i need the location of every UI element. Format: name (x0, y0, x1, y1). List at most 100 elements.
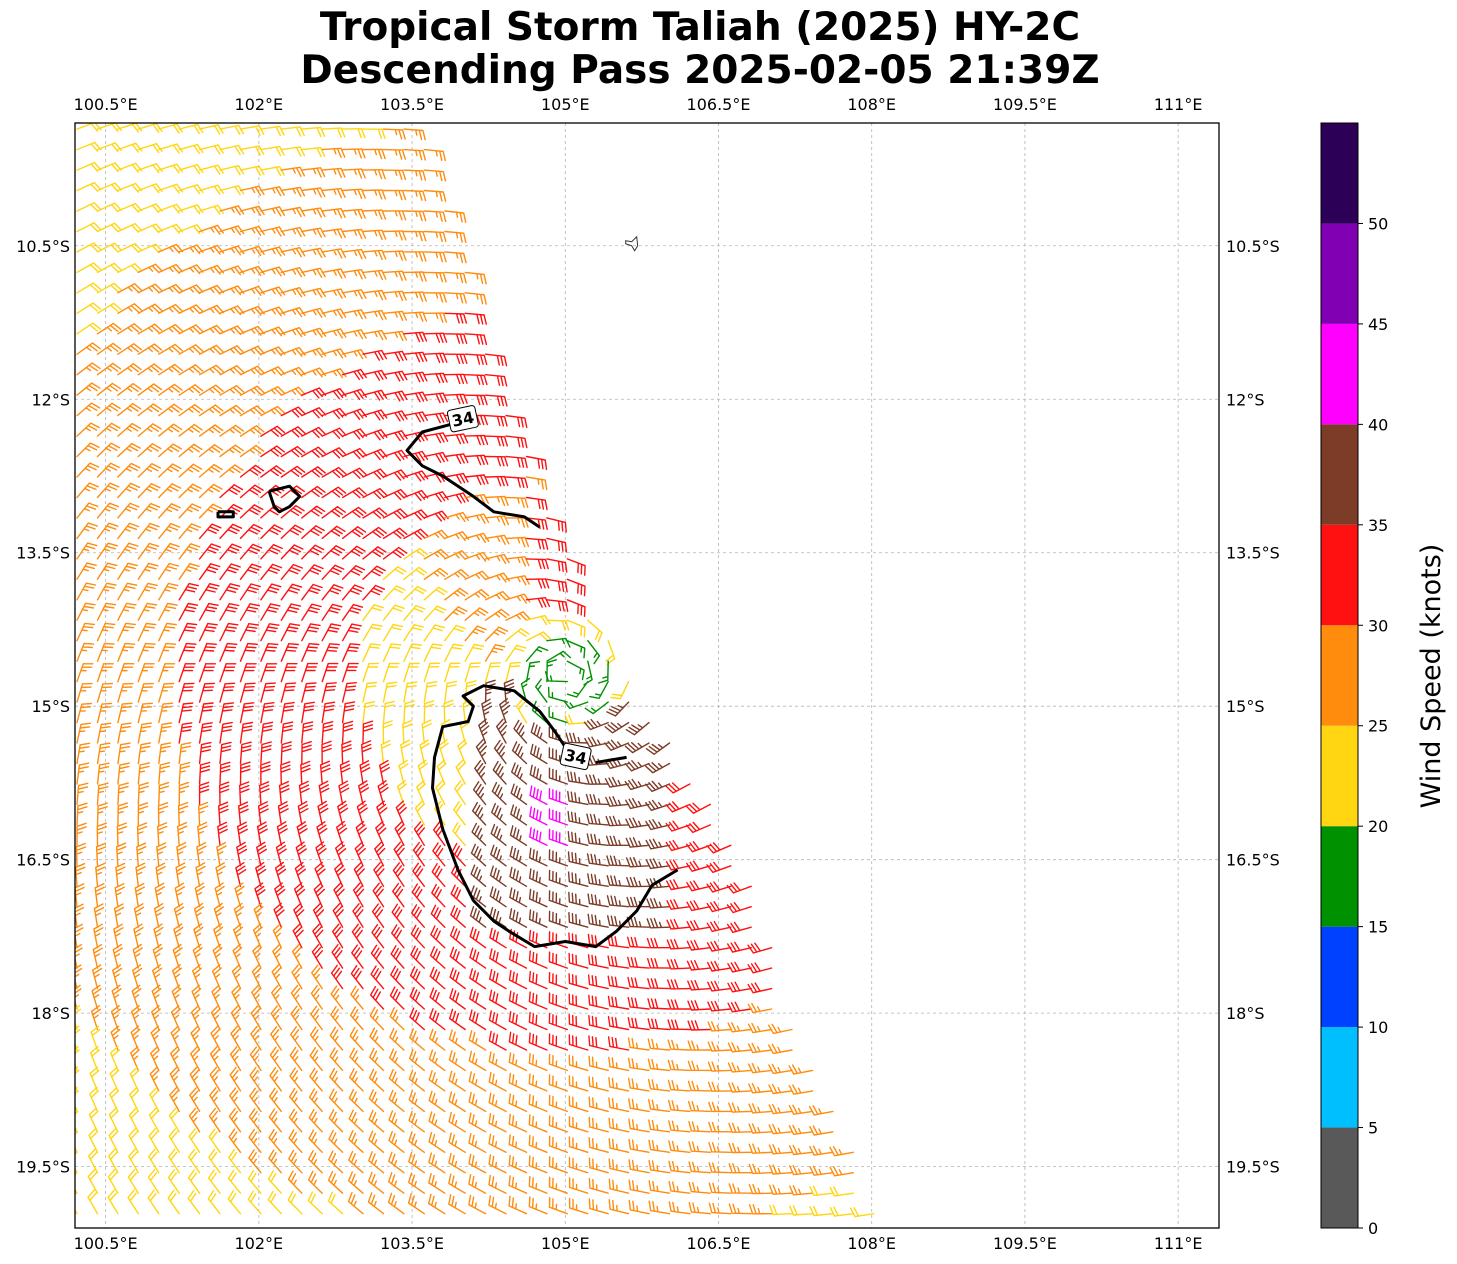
wind-barb (568, 973, 589, 990)
wind-barb (468, 1071, 487, 1092)
wind-barb (254, 882, 266, 908)
wind-barb (210, 1025, 221, 1051)
wind-barb (341, 623, 362, 642)
contour-34-south (431, 684, 679, 949)
wind-barb (464, 292, 487, 305)
wind-barb (88, 1107, 99, 1133)
wind-barb (505, 435, 528, 449)
wind-barb (239, 464, 265, 478)
wind-barb (229, 1087, 242, 1113)
wind-barb (96, 582, 117, 601)
wind-barb (268, 1149, 282, 1174)
contour-label-box (559, 742, 592, 771)
wind-barb (158, 163, 184, 174)
wind-barb (341, 448, 368, 460)
wind-barb (280, 146, 306, 157)
wind-barb (624, 760, 650, 772)
wind-barb (219, 325, 245, 336)
wind-barb (607, 1016, 630, 1031)
wind-barb (444, 251, 467, 264)
wind-barb (301, 485, 326, 499)
wind-barb (548, 1135, 568, 1153)
wind-barb (403, 291, 427, 302)
wind-barb (280, 505, 305, 519)
wind-barb (768, 1164, 793, 1175)
wind-barb (548, 706, 568, 724)
wind-barb (377, 780, 389, 806)
wind-barb (546, 619, 570, 631)
wind-barb (301, 564, 324, 580)
wind-barb (198, 741, 212, 765)
wind-barb (388, 1151, 405, 1174)
wind-barb (137, 463, 161, 478)
wind-barb (293, 902, 305, 928)
wind-barb (219, 563, 241, 580)
wind-barb (484, 455, 509, 467)
wind-barb (215, 862, 226, 887)
wind-barb (398, 759, 409, 785)
wind-barb (76, 663, 94, 683)
wind-barb (96, 802, 108, 826)
wind-barb (198, 642, 217, 662)
wind-barb (137, 263, 163, 274)
wind-barb (470, 864, 487, 887)
wind-barb (178, 143, 204, 155)
wind-barb (645, 762, 671, 774)
wind-barb (76, 262, 102, 274)
wind-barb (135, 862, 146, 887)
wind-barb (508, 1134, 528, 1153)
wind-barb (464, 662, 481, 683)
wind-barb (117, 303, 143, 314)
wind-barb (158, 503, 181, 519)
wind-barb (335, 841, 347, 867)
wind-barb (429, 1028, 446, 1051)
wind-barb (239, 583, 261, 601)
wind-barb (312, 923, 324, 949)
wind-barb (271, 964, 282, 990)
wind-barb (747, 1042, 773, 1054)
wind-barb (178, 443, 203, 458)
wind-barb (137, 742, 151, 765)
wind-barb (76, 442, 100, 458)
wind-barb (76, 482, 99, 499)
wind-barb (606, 895, 630, 908)
wind-barb (448, 1173, 466, 1194)
wind-barb (280, 544, 304, 560)
wind-barb (177, 801, 189, 826)
wind-barb (178, 384, 204, 396)
wind-barb (198, 622, 218, 642)
wind-barb (219, 365, 245, 376)
wind-barb (444, 393, 468, 405)
wind-barb (626, 896, 650, 908)
wind-barb (301, 544, 325, 560)
wind-barb (188, 1107, 201, 1133)
wind-barb (219, 285, 245, 296)
wind-barb (484, 679, 496, 703)
wind-barb (548, 767, 568, 785)
wind-barb (290, 984, 303, 1010)
wind-barb (248, 1128, 262, 1153)
wind-barb (239, 305, 265, 316)
wind-barb (645, 799, 671, 811)
wind-barb (706, 901, 732, 913)
wind-barb (589, 680, 609, 699)
wind-barb (604, 739, 630, 751)
wind-barb (76, 342, 101, 355)
wind-barb (198, 444, 224, 458)
wind-barb (567, 851, 589, 867)
wind-barb (76, 402, 101, 417)
wind-barb (137, 682, 154, 703)
wind-barb (389, 1007, 405, 1031)
wind-barb (158, 642, 177, 662)
wind-barb (158, 523, 181, 540)
wind-barb (470, 885, 487, 908)
wind-barb (423, 681, 438, 703)
wind-barb (198, 164, 224, 175)
lon-tick-label-bottom: 106.5°E (687, 1234, 751, 1253)
wind-barb (588, 1035, 609, 1051)
wind-barb (706, 861, 732, 873)
wind-barb (382, 230, 407, 241)
wind-barb (382, 169, 407, 181)
wind-barb (474, 760, 487, 785)
wind-barb (288, 1129, 303, 1153)
